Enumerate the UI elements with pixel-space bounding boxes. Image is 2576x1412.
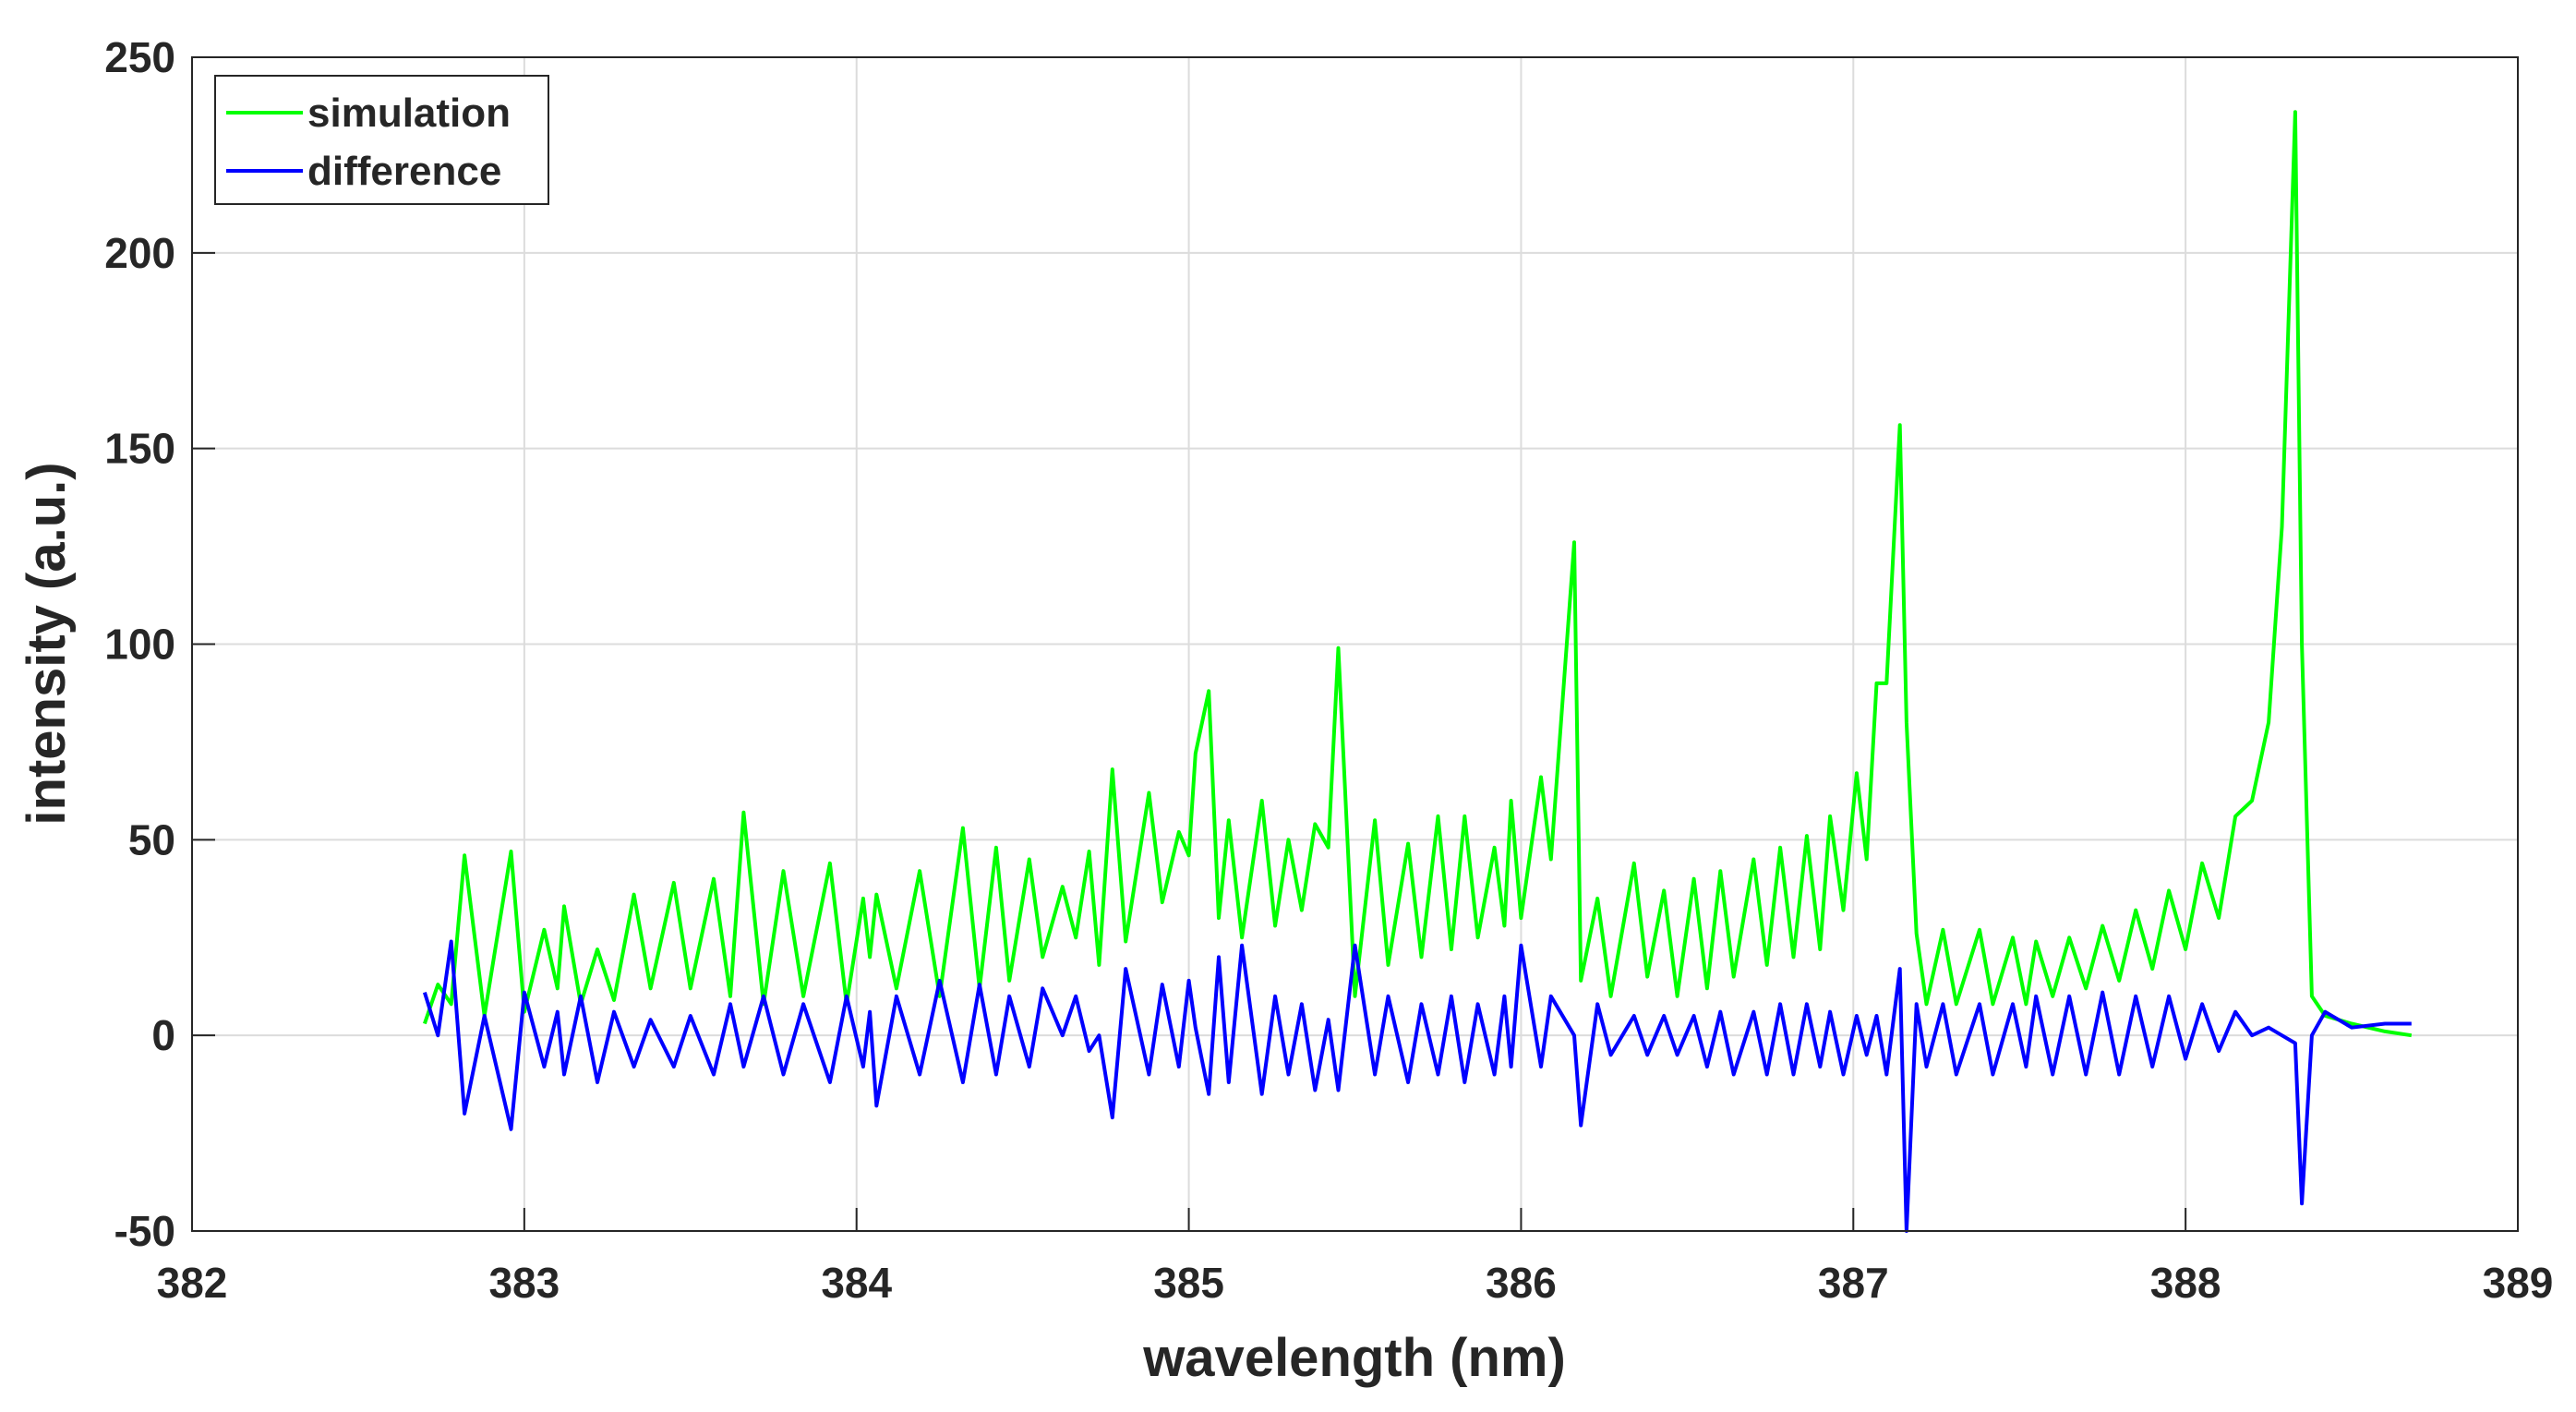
- x-tick-label: 385: [1153, 1259, 1224, 1307]
- y-tick-label: 0: [151, 1011, 175, 1059]
- x-tick-label: 383: [488, 1259, 560, 1307]
- x-tick-label: 388: [2150, 1259, 2221, 1307]
- legend-label: difference: [307, 149, 501, 194]
- y-tick-label: -50: [114, 1207, 175, 1255]
- y-axis-label: intensity (a.u.): [17, 462, 77, 825]
- ticks: 382 383 384 385 386 387 388 389 -50 0 50 100 150 200 2…: [104, 33, 2553, 1307]
- lines: [422, 110, 2413, 1233]
- y-tick-label: 150: [104, 425, 175, 473]
- series-line: [422, 939, 2412, 1233]
- legend: simulation difference: [214, 75, 549, 205]
- x-tick-label: 386: [1486, 1259, 1557, 1307]
- y-tick-label: 250: [104, 33, 175, 81]
- y-tick-label: 100: [104, 621, 175, 669]
- x-axis-label: wavelength (nm): [1142, 1328, 1566, 1388]
- x-tick-label: 384: [821, 1259, 892, 1307]
- series-line: [423, 110, 2413, 1038]
- x-tick-label: 387: [1818, 1259, 1889, 1307]
- y-tick-label: 200: [104, 229, 175, 277]
- x-tick-label: 389: [2483, 1259, 2554, 1307]
- x-tick-label: 382: [157, 1259, 228, 1307]
- legend-box: [214, 75, 549, 205]
- legend-label: simulation: [307, 91, 511, 136]
- y-tick-label: 50: [128, 815, 175, 863]
